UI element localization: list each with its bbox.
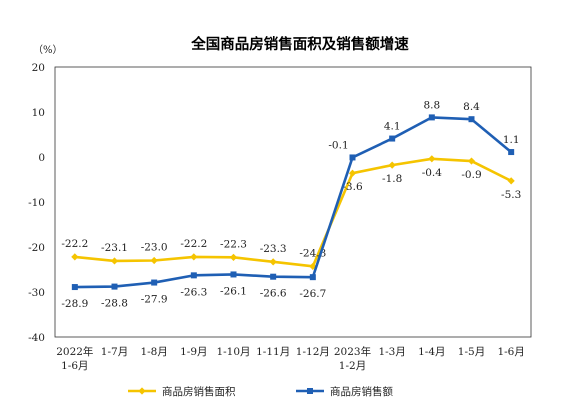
- data-label: -26.3: [180, 286, 207, 298]
- y-tick-label: -30: [28, 287, 45, 299]
- data-label: -26.6: [260, 288, 287, 300]
- series-point: [309, 274, 316, 281]
- series-point: [71, 253, 79, 261]
- x-tick-label: 1-6月: [61, 360, 88, 372]
- x-tick-label: 1-2月: [339, 360, 366, 372]
- series-line: [74, 157, 512, 268]
- data-label: -23.1: [101, 242, 128, 254]
- x-tick-label: 1-5月: [458, 346, 485, 358]
- x-tick-label: 2022年: [56, 345, 93, 358]
- chart-title: 全国商品房销售面积及销售额增速: [190, 35, 409, 53]
- series-point: [190, 253, 198, 261]
- data-label: 8.4: [463, 101, 480, 113]
- x-tick-label: 1-10月: [216, 346, 250, 358]
- plot-frame: [54, 66, 532, 338]
- y-tick-label: 20: [32, 62, 45, 74]
- data-label: -3.6: [342, 181, 363, 193]
- data-label: -27.9: [141, 294, 168, 306]
- x-axis: 2022年 1-6月 1-7月 1-8月 1-9月 1-10月 1-11月 1-12月 2023…: [56, 345, 525, 372]
- legend-marker: [138, 387, 146, 395]
- y-axis: 20 10 0 -10 -20 -30 -40: [28, 62, 45, 344]
- data-label: -0.4: [422, 167, 443, 179]
- data-label: -0.9: [461, 169, 481, 181]
- data-label: -22.3: [220, 238, 247, 250]
- series-point: [428, 114, 435, 121]
- series-point: [388, 161, 396, 169]
- series-point: [150, 256, 158, 265]
- series-point: [428, 155, 436, 163]
- x-tick-label: 1-3月: [378, 346, 405, 358]
- series-point: [190, 272, 197, 279]
- series-point: [309, 262, 317, 270]
- x-tick-label: 1-9月: [180, 346, 207, 358]
- y-tick-label: -40: [28, 332, 45, 344]
- series-point: [467, 157, 476, 165]
- x-tick-label: 1-8月: [140, 346, 167, 358]
- data-label: -23.0: [141, 242, 168, 254]
- series-point: [111, 283, 118, 290]
- x-tick-label: 1-7月: [101, 346, 128, 358]
- data-label: 8.8: [423, 99, 440, 111]
- y-axis-unit: （%）: [33, 44, 63, 56]
- x-tick-label: 1-12月: [296, 346, 330, 358]
- series-point: [468, 116, 475, 123]
- data-label: 4.1: [384, 121, 401, 133]
- y-tick-label: 0: [38, 152, 45, 164]
- y-tick-label: -10: [28, 197, 45, 209]
- data-label: -22.2: [61, 238, 88, 250]
- series-point: [110, 257, 119, 265]
- legend-label: 商品房销售面积: [162, 385, 236, 398]
- y-tick-label: -20: [28, 242, 45, 254]
- series-point: [151, 279, 158, 286]
- legend-marker: [307, 388, 313, 394]
- series-point: [348, 169, 357, 177]
- data-label: -0.1: [328, 139, 348, 151]
- data-label: 1.1: [503, 134, 520, 146]
- series-layer: -22.2 -23.1 -23.0 -22.2 -22.3 -23.3 -24.3-3.6-…: [61, 99, 521, 310]
- legend: 商品房销售面积 商品房销售额: [128, 385, 393, 398]
- legend-label: 商品房销售额: [330, 385, 393, 398]
- series-point: [229, 253, 238, 261]
- x-tick-label: 2023年: [334, 345, 371, 358]
- y-tick-label: 10: [32, 107, 45, 119]
- series-point: [349, 154, 356, 161]
- x-tick-label: 1-11月: [256, 346, 290, 358]
- series-line: [74, 116, 512, 289]
- series-point: [389, 135, 396, 142]
- series-point: [507, 177, 515, 185]
- data-label: -22.2: [180, 238, 207, 250]
- series-point: [269, 258, 277, 266]
- x-tick-label: 1-6月: [497, 346, 524, 358]
- series-point: [270, 273, 277, 280]
- data-label: -26.1: [220, 285, 247, 297]
- data-label: -26.7: [299, 288, 326, 300]
- series-point: [230, 271, 237, 278]
- data-label: -28.8: [101, 298, 128, 310]
- x-tick-label: 1-4月: [418, 346, 445, 358]
- data-label: -28.9: [61, 298, 88, 310]
- data-label: -5.3: [501, 189, 521, 201]
- data-label: -1.8: [382, 173, 402, 185]
- series-point: [71, 284, 78, 291]
- series-point: [508, 149, 515, 156]
- data-label: -23.3: [260, 243, 287, 255]
